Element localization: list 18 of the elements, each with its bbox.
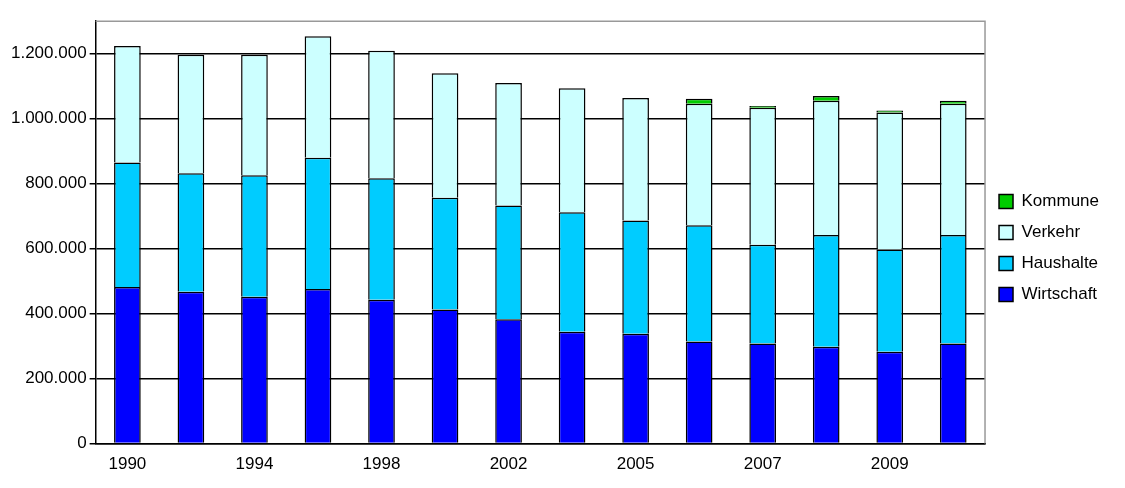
x-tick-label: 1994 [235,454,274,474]
x-tick-label: 1990 [108,454,147,474]
y-tick-label: 600.000 [25,238,87,258]
y-tick-label: 1.000.000 [10,108,87,128]
y-tick-label: 1.200.000 [10,43,87,63]
y-tick-label: 0 [77,433,87,453]
y-tick-label: 800.000 [25,173,87,193]
x-tick-label: 2002 [489,454,528,474]
legend-label: Kommune [1021,191,1099,211]
y-tick-label: 400.000 [25,303,87,323]
legend-label: Haushalte [1021,253,1099,273]
legend-label: Verkehr [1021,222,1081,242]
x-tick-label: 2005 [616,454,655,474]
x-tick-label: 2007 [743,454,782,474]
x-tick-label: 1998 [362,454,401,474]
x-tick-label: 2009 [870,454,909,474]
legend-label: Wirtschaft [1021,284,1098,304]
y-tick-label: 200.000 [25,368,87,388]
